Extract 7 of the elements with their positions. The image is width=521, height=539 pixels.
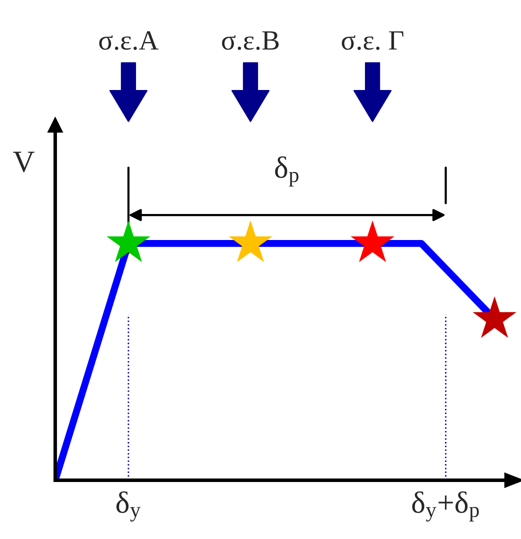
text: δ$_{p}$ [275, 156, 298, 186]
text: σ.ε. Γ [342, 31, 404, 50]
x-tick-label: δ$_{y}$+δ$_{p}$ [412, 491, 479, 522]
x-tick-label: δ$_{y}$ [116, 491, 141, 522]
text: σ.ε.A [99, 31, 159, 50]
y-axis-title: V [13, 152, 34, 172]
text: σ.ε.B [222, 31, 279, 50]
